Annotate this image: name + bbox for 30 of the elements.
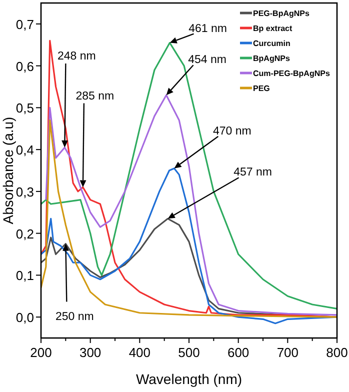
y-tick-label: 0,6 [16,58,34,74]
annotation: 248 nm [58,50,96,62]
x-tick-label: 300 [79,345,102,360]
y-tick-label: 0,7 [16,16,34,32]
annotation: 470 nm [213,125,252,138]
x-axis-title: Wavelength (nm) [136,371,242,387]
x-tick-label: 200 [30,345,52,360]
annotation: 461 nm [188,22,227,35]
legend-label: PEG-BpAgNPs [253,9,310,18]
x-tick-label: 600 [227,345,250,360]
annotation: 454 nm [188,54,226,66]
y-tick-label: 0,3 [16,184,34,200]
legend-label: PEG [253,84,270,93]
y-tick-label: 0,0 [16,310,34,326]
y-tick-label: 0,2 [16,226,34,242]
annotation: 250 nm [55,310,94,323]
y-tick-label: 0,1 [16,268,34,284]
y-tick-label: 0,4 [16,142,34,158]
y-tick-label: 0,5 [16,100,34,116]
legend-label: Bp extract [253,24,292,33]
x-tick-label: 400 [128,345,151,360]
x-tick-label: 800 [326,345,348,360]
legend-label: Cum-PEG-BpAgNPs [253,69,330,78]
legend-label: BpAgNPs [253,54,290,63]
annotation: 285 nm [76,90,114,102]
x-tick-label: 700 [276,345,299,360]
legend-label: Curcumin [253,39,290,48]
y-axis-title: Absorbance (a.u) [0,116,16,224]
x-tick-label: 500 [178,345,200,360]
annotation: 457 nm [234,166,272,179]
